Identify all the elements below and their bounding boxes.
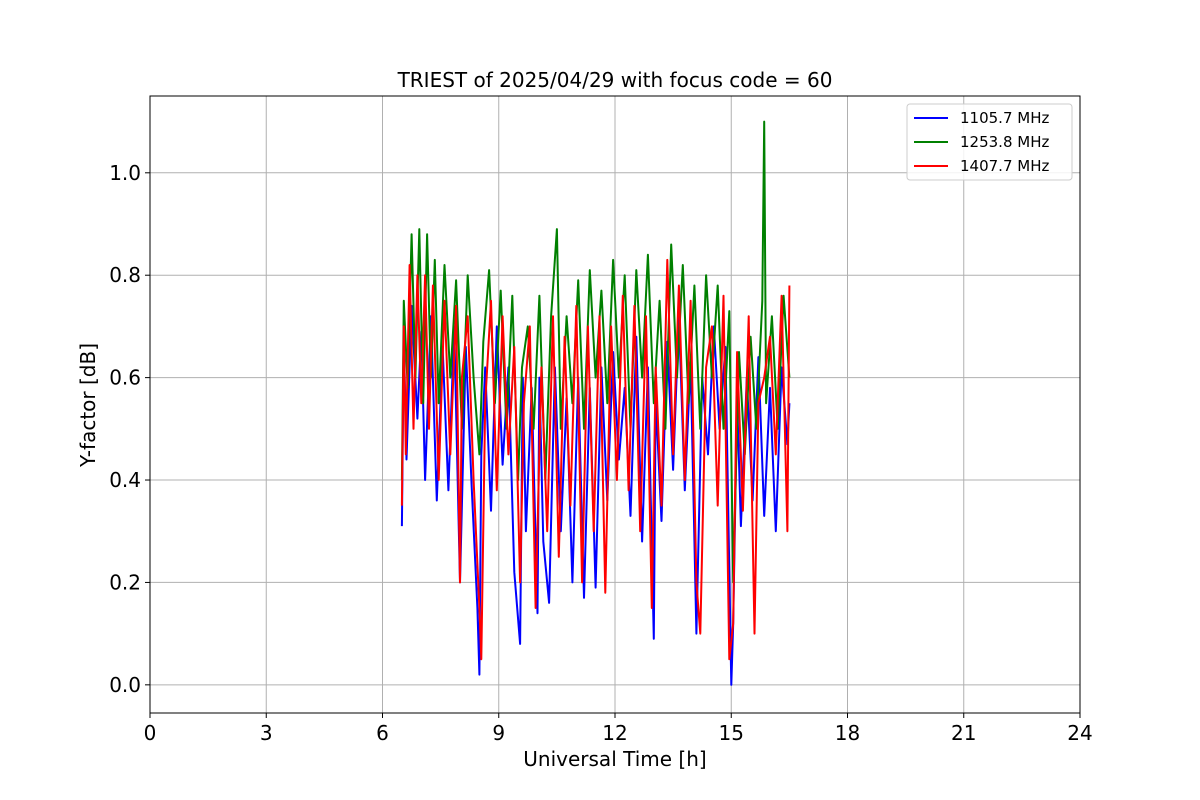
chart-title: TRIEST of 2025/04/29 with focus code = 6…	[397, 68, 833, 92]
legend-label: 1407.7 MHz	[960, 157, 1049, 175]
x-tick-label: 18	[835, 721, 860, 745]
legend: 1105.7 MHz 1253.8 MHz 1407.7 MHz	[906, 103, 1073, 181]
y-tick-label: 0.2	[109, 570, 141, 594]
series-line-1105-7-mhz	[400, 304, 791, 686]
y-axis-label: Y-factor [dB]	[76, 343, 100, 468]
x-tick-label: 6	[376, 721, 389, 745]
x-tick-label: 3	[260, 721, 273, 745]
y-tick-label: 0.4	[109, 468, 141, 492]
series-lines	[400, 120, 791, 686]
x-tick-label: 0	[144, 721, 157, 745]
legend-box	[906, 103, 1073, 181]
x-tick-label: 12	[602, 721, 627, 745]
x-tick-label: 24	[1067, 721, 1092, 745]
series-line-1407-7-mhz	[400, 258, 791, 661]
axis-ticks: 0 3 6 9 12 15 18 21 24 0.0 0.2 0.4 0.6 0.8 1.0	[109, 161, 1093, 745]
y-tick-label: 0.8	[109, 263, 141, 287]
x-axis-label: Universal Time [h]	[523, 747, 706, 771]
y-tick-label: 0.6	[109, 366, 141, 390]
x-tick-label: 15	[719, 721, 744, 745]
legend-label: 1105.7 MHz	[960, 109, 1049, 127]
legend-entries: 1105.7 MHz 1253.8 MHz 1407.7 MHz	[914, 109, 1049, 175]
x-tick-label: 21	[951, 721, 976, 745]
x-tick-label: 9	[492, 721, 505, 745]
y-tick-label: 0.0	[109, 673, 141, 697]
y-tick-label: 1.0	[109, 161, 141, 185]
legend-label: 1253.8 MHz	[960, 133, 1049, 151]
